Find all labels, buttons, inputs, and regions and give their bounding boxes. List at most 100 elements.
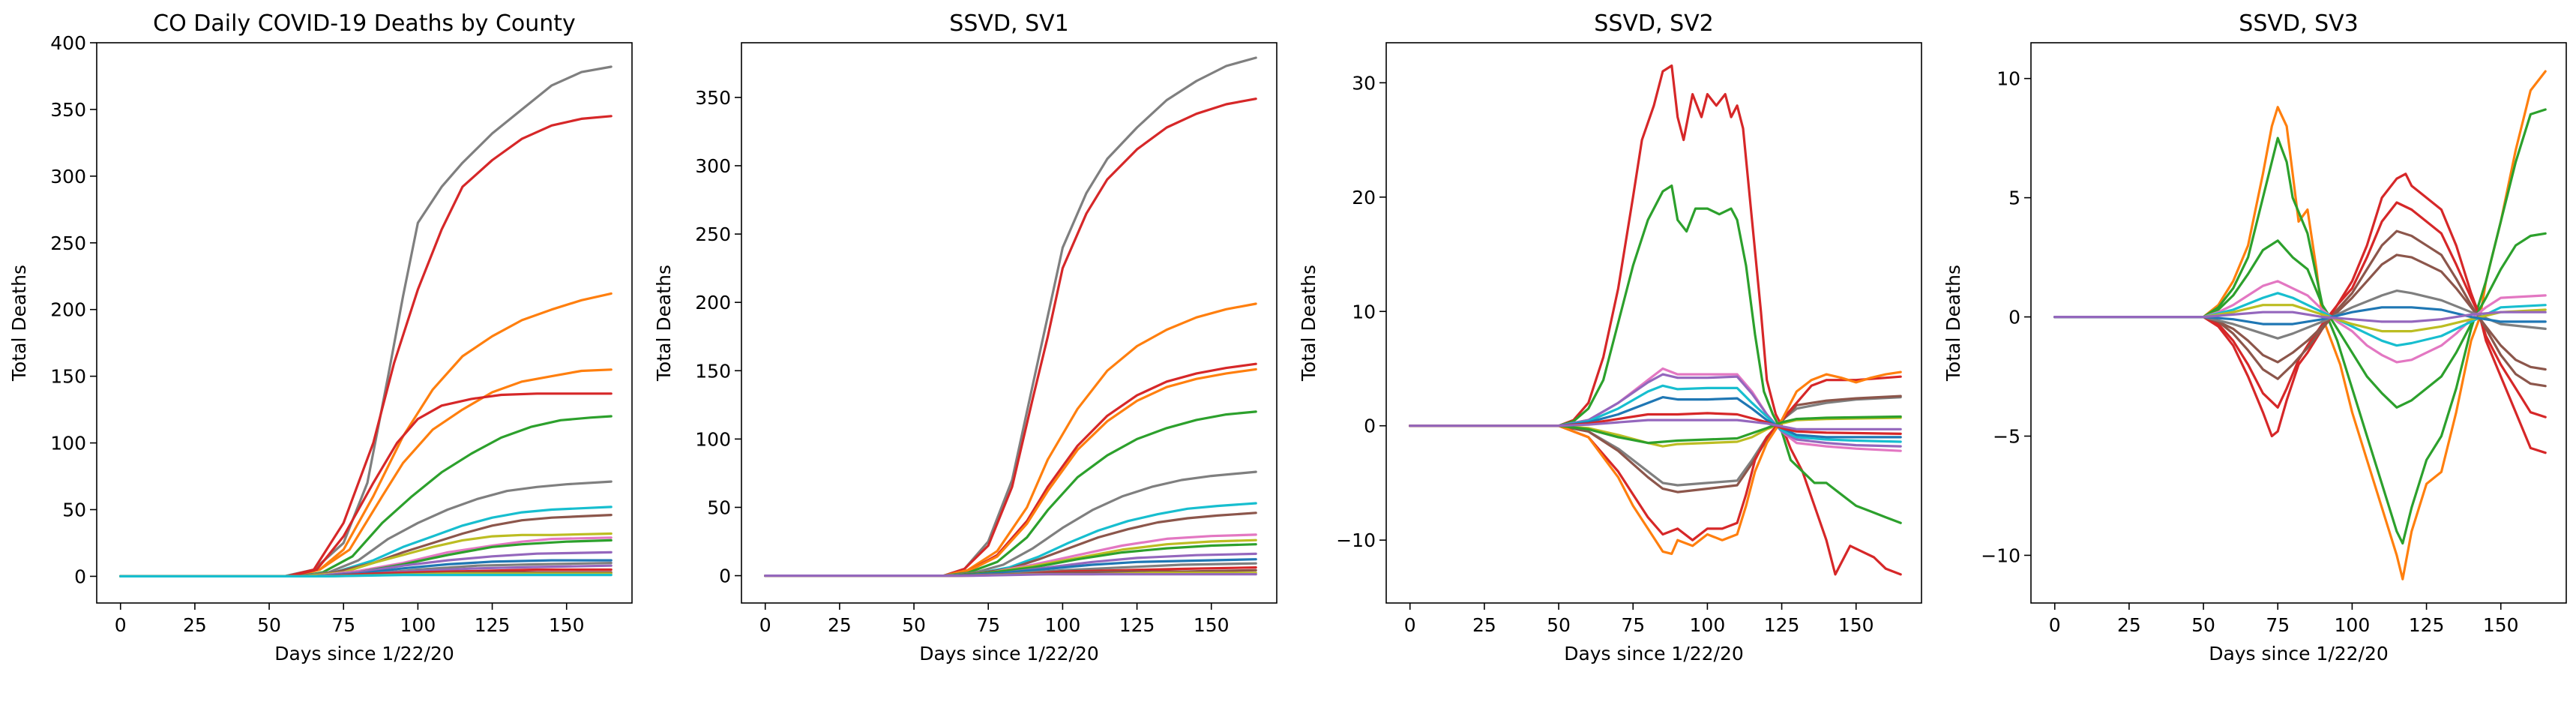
y-tick-label: 150: [50, 366, 86, 388]
y-tick-label: 10: [1352, 301, 1376, 322]
y-axis-label: Total Deaths: [653, 265, 675, 382]
chart-title: CO Daily COVID-19 Deaths by County: [153, 10, 576, 37]
series-group: [764, 56, 1257, 578]
chart-panel-1: 0 25 50 75 100 125 150 0 50 100 150 200 250 300 350 400…: [8, 10, 633, 664]
series-line-4: [119, 368, 613, 578]
series-line-10: [2053, 290, 2547, 340]
series-line-6: [2053, 230, 2547, 388]
chart-title: SSVD, SV1: [949, 10, 1068, 37]
y-tick-label: 100: [695, 428, 731, 450]
series-line-1: [764, 56, 1257, 578]
y-tick-label: 30: [1352, 72, 1376, 94]
x-axis-label: Days since 1/22/20: [1564, 643, 1744, 664]
x-tick-label: 75: [976, 614, 1000, 636]
series-line-1: [119, 65, 613, 578]
x-tick-label: 150: [2483, 614, 2519, 636]
series-line-4: [2053, 201, 2547, 418]
x-tick-label: 0: [1404, 614, 1416, 636]
y-tick-label: 250: [50, 232, 86, 254]
series-line-9: [2053, 292, 2547, 347]
series-line-7: [2053, 254, 2547, 371]
x-tick-label: 125: [1764, 614, 1800, 636]
series-line-3: [764, 302, 1257, 578]
series-line-14: [1409, 418, 1902, 430]
x-axis-label: Days since 1/22/20: [919, 643, 1099, 664]
x-tick-label: 75: [331, 614, 355, 636]
series-line-1: [1409, 64, 1902, 576]
x-tick-label: 125: [1119, 614, 1155, 636]
y-tick-label: 50: [62, 500, 86, 521]
series-line-2: [2053, 108, 2547, 545]
x-tick-label: 100: [1690, 614, 1726, 636]
axes-frame: [2030, 42, 2567, 604]
series-line-2: [1409, 184, 1902, 524]
x-tick-label: 25: [183, 614, 207, 636]
y-tick-label: 0: [2008, 307, 2020, 328]
x-tick-label: 0: [115, 614, 127, 636]
y-tick-label: 150: [695, 360, 731, 382]
x-tick-label: 25: [828, 614, 852, 636]
series-line-12: [2053, 306, 2547, 326]
y-tick-label: 20: [1352, 187, 1376, 208]
x-axis-label: Days since 1/22/20: [274, 643, 454, 664]
series-line-2: [764, 98, 1257, 578]
series-group: [1409, 64, 1902, 576]
series-line-12: [1409, 415, 1902, 445]
y-tick-label: 10: [1996, 68, 2020, 90]
series-line-5: [764, 368, 1257, 578]
x-tick-label: 0: [2049, 614, 2061, 636]
y-tick-label: −10: [1336, 530, 1376, 551]
x-tick-label: 50: [1547, 614, 1571, 636]
chart-panel-4: 0 25 50 75 100 125 150 −10 −5 0 5 10 SSVD, SV3 Days s…: [1942, 10, 2567, 664]
chart-title: SSVD, SV2: [1594, 10, 1713, 37]
x-tick-label: 75: [2266, 614, 2290, 636]
y-tick-label: 50: [707, 496, 731, 518]
series-line-20: [119, 574, 613, 578]
y-tick-label: 250: [695, 224, 731, 245]
series-line-19: [764, 573, 1257, 578]
y-tick-label: 100: [50, 433, 86, 454]
y-tick-label: 0: [74, 566, 86, 587]
y-tick-label: 400: [50, 32, 86, 54]
x-tick-label: 50: [2191, 614, 2215, 636]
x-tick-label: 0: [759, 614, 771, 636]
x-tick-label: 150: [549, 614, 585, 636]
y-tick-label: 350: [695, 87, 731, 109]
x-tick-label: 25: [2117, 614, 2141, 636]
axes-frame: [741, 42, 1278, 604]
series-line-13: [2053, 310, 2547, 323]
y-axis-label: Total Deaths: [1298, 265, 1319, 382]
series-group: [2053, 70, 2547, 580]
series-line-11: [2053, 304, 2547, 333]
series-line-11: [1409, 370, 1902, 555]
y-tick-label: −10: [1981, 544, 2020, 566]
chart-title: SSVD, SV3: [2239, 10, 2358, 37]
y-tick-label: 0: [1364, 416, 1376, 437]
x-tick-label: 100: [400, 614, 436, 636]
x-tick-label: 150: [1194, 614, 1230, 636]
x-axis-label: Days since 1/22/20: [2209, 643, 2389, 664]
series-line-9: [1409, 394, 1902, 494]
series-line-2: [119, 115, 613, 578]
series-line-5: [119, 392, 613, 578]
series-line-10: [1409, 375, 1902, 542]
x-tick-label: 125: [475, 614, 511, 636]
series-line-1: [2053, 70, 2547, 580]
y-tick-label: 0: [719, 566, 731, 587]
x-tick-label: 75: [1621, 614, 1645, 636]
x-tick-label: 150: [1838, 614, 1874, 636]
y-axis-label: Total Deaths: [1942, 265, 1964, 382]
x-tick-label: 25: [1472, 614, 1496, 636]
series-line-5: [1409, 384, 1902, 443]
series-line-8: [2053, 280, 2547, 364]
y-tick-label: −5: [1993, 425, 2020, 447]
x-tick-label: 100: [1045, 614, 1081, 636]
y-tick-label: 200: [50, 299, 86, 321]
x-tick-label: 50: [257, 614, 281, 636]
y-tick-label: 300: [695, 155, 731, 177]
axes-frame: [96, 42, 633, 604]
axes-frame: [1385, 42, 1922, 604]
series-line-6: [1409, 396, 1902, 439]
series-line-13: [1409, 412, 1902, 435]
